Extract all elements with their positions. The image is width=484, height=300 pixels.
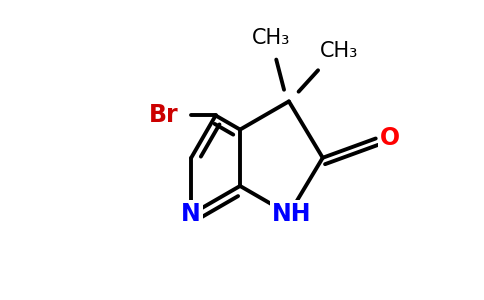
Text: CH₃: CH₃: [252, 28, 290, 48]
Text: CH₃: CH₃: [320, 41, 359, 61]
Text: O: O: [380, 127, 400, 151]
Text: N: N: [182, 202, 201, 226]
Text: Br: Br: [149, 103, 179, 127]
Text: NH: NH: [272, 202, 312, 226]
